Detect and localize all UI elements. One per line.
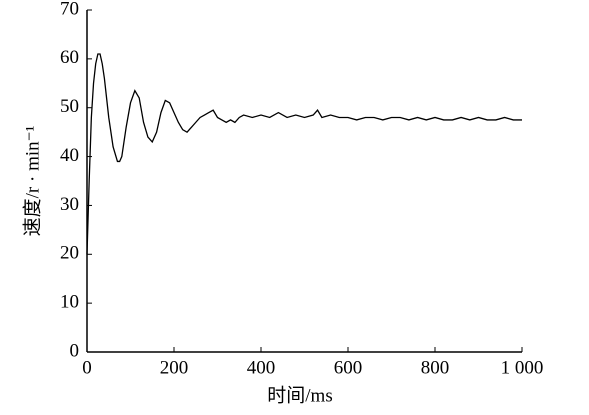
x-axis-label: 时间/ms <box>267 384 332 406</box>
y-tick-label: 50 <box>60 96 79 117</box>
y-tick-label: 40 <box>60 145 79 166</box>
y-tick-label: 0 <box>70 340 80 361</box>
y-tick-label: 30 <box>60 194 79 215</box>
x-tick-label: 800 <box>421 357 450 378</box>
y-tick-label: 60 <box>60 47 79 68</box>
line <box>86 53 522 255</box>
x-tick-label: 200 <box>160 357 189 378</box>
y-tick-label: 10 <box>60 292 79 313</box>
x-tick-label: 0 <box>82 357 92 378</box>
x-tick-label: 600 <box>334 357 363 378</box>
y-tick-label: 20 <box>60 243 79 264</box>
y-tick-label: 70 <box>60 0 79 19</box>
x-tick-label: 400 <box>247 357 276 378</box>
y-axis-label: 速度/r · min⁻¹ <box>21 125 43 236</box>
x-tick-label: 1 000 <box>501 357 544 378</box>
